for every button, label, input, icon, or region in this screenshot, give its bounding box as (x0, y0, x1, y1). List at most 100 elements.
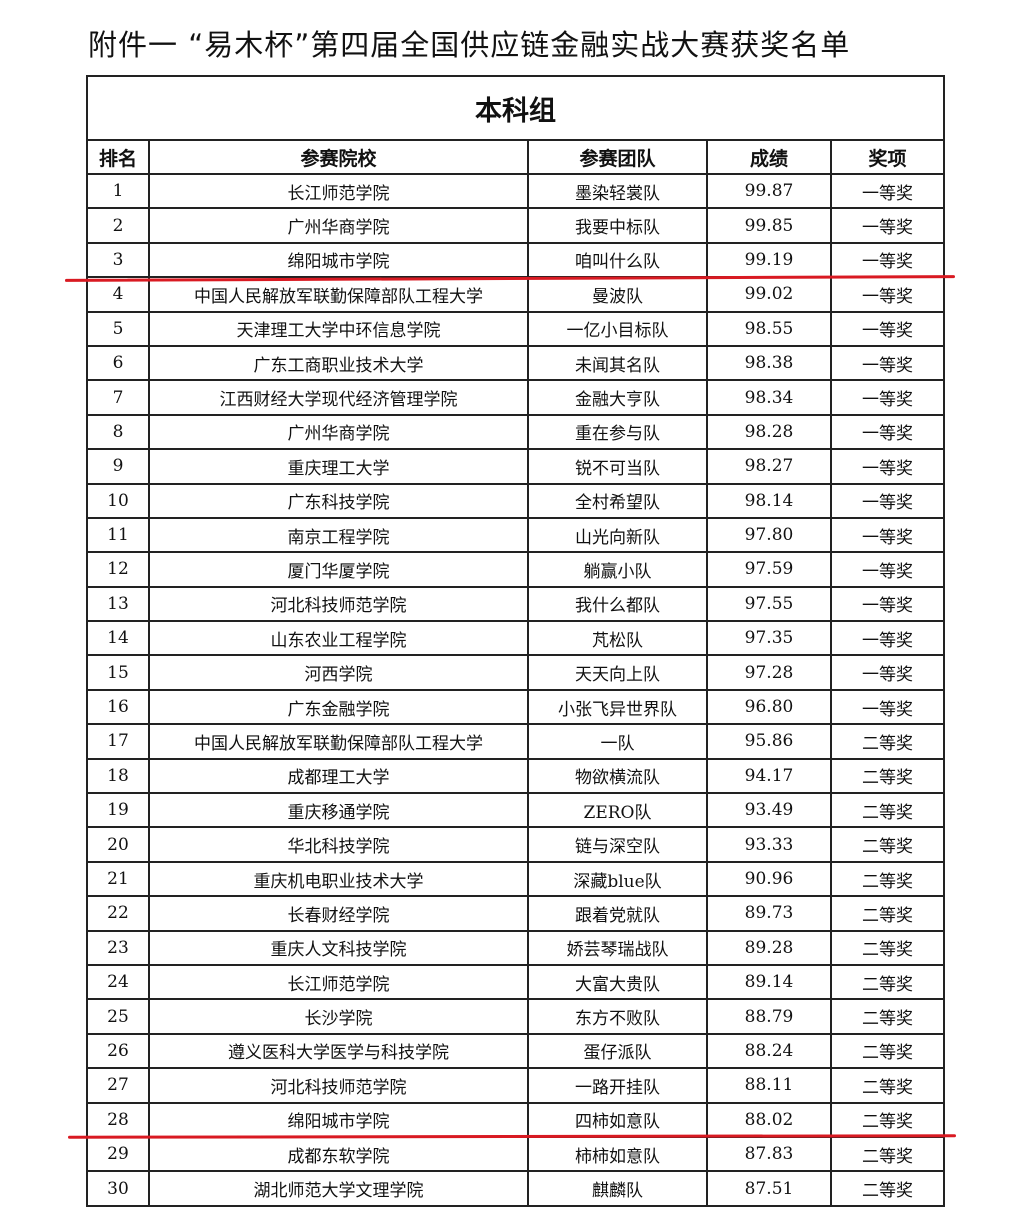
rank-cell: 2 (86, 207, 150, 244)
score-cell: 87.51 (706, 1170, 832, 1207)
team-cell: 山光向新队 (527, 516, 708, 554)
award-cell: 二等奖 (829, 757, 946, 795)
group-heading: 本科组 (85, 75, 946, 141)
rank-cell: 7 (86, 379, 150, 416)
table-row: 22 长春财经学院 跟着党就队 89.73 二等奖 (86, 895, 946, 932)
team-cell: 四柿如意队 (527, 1101, 708, 1138)
team-cell: 咱叫什么队 (527, 241, 708, 279)
rank-cell: 28 (86, 1101, 150, 1138)
rank-cell: 30 (86, 1170, 150, 1207)
team-cell: 深藏blue队 (527, 860, 708, 898)
rank-cell: 12 (86, 551, 150, 588)
team-cell: 墨染轻裳队 (527, 172, 708, 210)
team-cell: 金融大亨队 (527, 379, 708, 416)
award-cell: 一等奖 (829, 379, 946, 416)
rank-cell: 27 (86, 1067, 150, 1104)
rank-cell: 4 (86, 276, 150, 313)
rank-cell: 26 (86, 1032, 150, 1070)
school-cell: 广东科技学院 (148, 482, 529, 519)
rank-cell: 3 (86, 241, 150, 279)
school-cell: 重庆机电职业技术大学 (148, 860, 529, 898)
column-header-team: 参赛团队 (527, 139, 708, 175)
rank-cell: 29 (86, 1135, 150, 1173)
award-cell: 二等奖 (829, 929, 946, 966)
score-cell: 98.55 (706, 310, 832, 347)
team-cell: 链与深空队 (527, 826, 708, 863)
score-cell: 89.14 (706, 963, 832, 1001)
rank-cell: 17 (86, 723, 150, 760)
award-cell: 二等奖 (829, 1135, 946, 1173)
award-cell: 一等奖 (829, 310, 946, 347)
award-cell: 一等奖 (829, 172, 946, 210)
table-row: 5 天津理工大学中环信息学院 一亿小目标队 98.55 一等奖 (86, 310, 946, 347)
score-cell: 89.73 (706, 895, 832, 932)
team-cell: ZERO队 (527, 792, 708, 829)
school-cell: 成都东软学院 (148, 1135, 529, 1173)
score-cell: 98.14 (706, 482, 832, 519)
award-cell: 一等奖 (829, 516, 946, 554)
award-cell: 二等奖 (829, 1101, 946, 1138)
table-body: 1 长江师范学院 墨染轻裳队 99.87 一等奖 2 广州华商学院 我要中标队 99.85 一等奖… (86, 172, 946, 1207)
award-cell: 一等奖 (829, 241, 946, 279)
score-cell: 88.79 (706, 998, 832, 1035)
award-cell: 二等奖 (829, 723, 946, 760)
school-cell: 长江师范学院 (148, 172, 529, 210)
award-cell: 二等奖 (829, 860, 946, 898)
rank-cell: 9 (86, 448, 150, 485)
table-row: 8 广州华商学院 重在参与队 98.28 一等奖 (86, 413, 946, 451)
award-cell: 二等奖 (829, 895, 946, 932)
score-cell: 98.27 (706, 448, 832, 485)
school-cell: 长沙学院 (148, 998, 529, 1035)
score-cell: 99.87 (706, 172, 832, 210)
team-cell: 大富大贵队 (527, 963, 708, 1001)
table-row: 1 长江师范学院 墨染轻裳队 99.87 一等奖 (86, 172, 946, 210)
rank-cell: 6 (86, 344, 150, 382)
team-cell: 一亿小目标队 (527, 310, 708, 347)
score-cell: 88.11 (706, 1067, 832, 1104)
rank-cell: 23 (86, 929, 150, 966)
score-cell: 98.38 (706, 344, 832, 382)
school-cell: 绵阳城市学院 (148, 241, 529, 279)
table-row: 12 厦门华厦学院 躺赢小队 97.59 一等奖 (86, 551, 946, 588)
rank-cell: 21 (86, 860, 150, 898)
table-row: 16 广东金融学院 小张飞异世界队 96.80 一等奖 (86, 688, 946, 726)
score-cell: 99.02 (706, 276, 832, 313)
score-cell: 97.28 (706, 654, 832, 691)
school-cell: 广州华商学院 (148, 413, 529, 451)
score-cell: 97.35 (706, 620, 832, 657)
score-cell: 93.33 (706, 826, 832, 863)
column-header-school: 参赛院校 (148, 139, 529, 175)
score-cell: 94.17 (706, 757, 832, 795)
team-cell: 曼波队 (527, 276, 708, 313)
school-cell: 中国人民解放军联勤保障部队工程大学 (148, 723, 529, 760)
rank-cell: 14 (86, 620, 150, 657)
rank-cell: 16 (86, 688, 150, 726)
school-cell: 重庆移通学院 (148, 792, 529, 829)
table-row: 15 河西学院 天天向上队 97.28 一等奖 (86, 654, 946, 691)
school-cell: 绵阳城市学院 (148, 1101, 529, 1138)
school-cell: 南京工程学院 (148, 516, 529, 554)
rank-cell: 22 (86, 895, 150, 932)
team-cell: 蛋仔派队 (527, 1032, 708, 1070)
column-header-score: 成绩 (706, 139, 832, 175)
team-cell: 我什么都队 (527, 585, 708, 623)
rank-cell: 24 (86, 963, 150, 1001)
school-cell: 江西财经大学现代经济管理学院 (148, 379, 529, 416)
award-cell: 一等奖 (829, 688, 946, 726)
team-cell: 芃松队 (527, 620, 708, 657)
table-row: 6 广东工商职业技术大学 未闻其名队 98.38 一等奖 (86, 344, 946, 382)
rank-cell: 8 (86, 413, 150, 451)
table-row: 14 山东农业工程学院 芃松队 97.35 一等奖 (86, 620, 946, 657)
score-cell: 99.19 (706, 241, 832, 279)
score-cell: 89.28 (706, 929, 832, 966)
award-cell: 一等奖 (829, 551, 946, 588)
award-cell: 二等奖 (829, 1067, 946, 1104)
table-row: 10 广东科技学院 全村希望队 98.14 一等奖 (86, 482, 946, 519)
table-row: 13 河北科技师范学院 我什么都队 97.55 一等奖 (86, 585, 946, 623)
score-cell: 93.49 (706, 792, 832, 829)
table-row: 29 成都东软学院 柿柿如意队 87.83 二等奖 (86, 1135, 946, 1173)
award-cell: 一等奖 (829, 654, 946, 691)
table-row: 24 长江师范学院 大富大贵队 89.14 二等奖 (86, 963, 946, 1001)
team-cell: 锐不可当队 (527, 448, 708, 485)
score-cell: 96.80 (706, 688, 832, 726)
